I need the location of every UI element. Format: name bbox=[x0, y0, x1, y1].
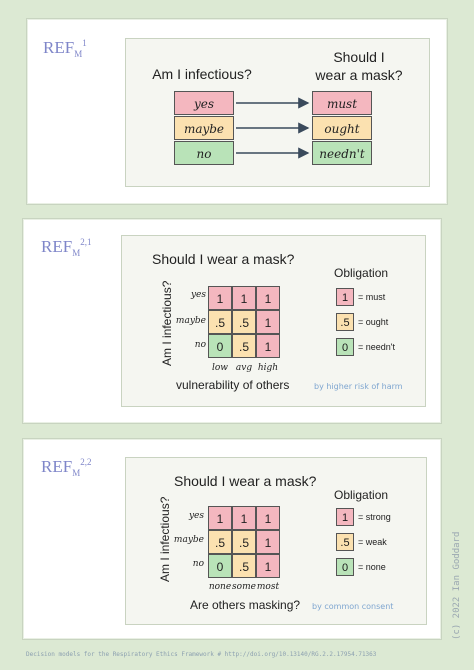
legend-swatch-must: 1 bbox=[336, 288, 354, 306]
question-mask-line2: wear a mask? bbox=[315, 67, 403, 83]
diagram-title: Should I wear a mask? bbox=[152, 251, 295, 267]
col-label-avg: avg bbox=[235, 363, 253, 373]
legend-swatch-ought: .5 bbox=[336, 313, 354, 331]
diagram-card: Should I wear a mask? Am I infectious? y… bbox=[121, 235, 426, 407]
col-label-most: most bbox=[256, 582, 280, 592]
row-label-yes: yes bbox=[188, 511, 204, 521]
footer-citation: Decision models for the Respiratory Ethi… bbox=[26, 651, 377, 658]
x-axis-label: Are others masking? bbox=[190, 598, 301, 612]
note-annotation: by common consent bbox=[312, 602, 394, 611]
ref-base: REF bbox=[41, 457, 73, 476]
ref-label: REFM2,1 bbox=[41, 237, 92, 258]
note-annotation: by higher risk of harm bbox=[314, 382, 403, 391]
col-label-high: high bbox=[257, 363, 279, 373]
ref-sup: 2,1 bbox=[80, 237, 92, 247]
output-neednt: needn't bbox=[312, 141, 372, 165]
mapping-arrows bbox=[236, 97, 310, 159]
panel-ref-m21: REFM2,1 Should I wear a mask? Am I infec… bbox=[22, 218, 442, 424]
legend-swatch-strong: 1 bbox=[336, 508, 354, 526]
input-no: no bbox=[174, 141, 234, 165]
cell-maybe-most: 1 bbox=[256, 530, 280, 554]
ref-base: REF bbox=[41, 237, 73, 256]
legend-label-weak: = weak bbox=[358, 537, 387, 547]
output-ought: ought bbox=[312, 116, 372, 140]
question-mask-line1: Should I bbox=[333, 49, 385, 65]
cell-yes-none: 1 bbox=[208, 506, 232, 530]
cell-yes-low: 1 bbox=[208, 286, 232, 310]
cell-maybe-some: .5 bbox=[232, 530, 256, 554]
x-axis-label: vulnerability of others bbox=[176, 378, 290, 392]
row-label-maybe: maybe bbox=[175, 316, 206, 326]
cell-no-avg: .5 bbox=[232, 334, 256, 358]
output-must: must bbox=[312, 91, 372, 115]
row-label-no: no bbox=[192, 559, 204, 569]
row-label-no: no bbox=[194, 340, 206, 350]
legend-swatch-weak: .5 bbox=[336, 533, 354, 551]
legend-title: Obligation bbox=[334, 488, 389, 502]
cell-no-most: 1 bbox=[256, 554, 280, 578]
cell-no-some: .5 bbox=[232, 554, 256, 578]
input-maybe: maybe bbox=[174, 116, 234, 140]
cell-maybe-low: .5 bbox=[208, 310, 232, 334]
legend-label-none: = none bbox=[358, 562, 386, 572]
cell-maybe-high: 1 bbox=[256, 310, 280, 334]
ref-base: REF bbox=[43, 38, 75, 57]
cell-yes-high: 1 bbox=[256, 286, 280, 310]
ref-sub: M bbox=[72, 248, 81, 258]
cell-yes-avg: 1 bbox=[232, 286, 256, 310]
ref-sub: M bbox=[72, 468, 81, 478]
legend-swatch-none: 0 bbox=[336, 558, 354, 576]
cell-no-high: 1 bbox=[256, 334, 280, 358]
legend-label-ought: = ought bbox=[358, 317, 389, 327]
question-infectious: Am I infectious? bbox=[152, 66, 252, 82]
diagram-card: Should I wear a mask? Am I infectious? y… bbox=[125, 457, 427, 625]
legend-label-neednt: = needn't bbox=[358, 342, 396, 352]
col-label-none: none bbox=[208, 582, 232, 592]
ref-label: REFM1 bbox=[43, 38, 87, 59]
row-label-maybe: maybe bbox=[173, 535, 204, 545]
legend-swatch-neednt: 0 bbox=[336, 338, 354, 356]
diagram-card: Am I infectious? Should I wear a mask? y… bbox=[125, 38, 430, 187]
panel-ref-m1: REFM1 Am I infectious? Should I wear a m… bbox=[26, 18, 448, 205]
ref-sub: M bbox=[74, 49, 83, 59]
cell-no-low: 0 bbox=[208, 334, 232, 358]
cell-yes-some: 1 bbox=[232, 506, 256, 530]
cell-maybe-avg: .5 bbox=[232, 310, 256, 334]
legend-label-strong: = strong bbox=[358, 512, 391, 522]
copyright-notice: (c) 2022 Ian Goddard bbox=[452, 531, 462, 640]
panel-ref-m22: REFM2,2 Should I wear a mask? Am I infec… bbox=[22, 438, 442, 640]
cell-yes-most: 1 bbox=[256, 506, 280, 530]
col-label-some: some bbox=[232, 582, 256, 592]
input-yes: yes bbox=[174, 91, 234, 115]
legend-title: Obligation bbox=[334, 266, 389, 280]
legend-label-must: = must bbox=[358, 292, 386, 302]
row-label-yes: yes bbox=[190, 290, 206, 300]
diagram-title: Should I wear a mask? bbox=[174, 473, 317, 489]
ref-sup: 1 bbox=[82, 38, 87, 48]
cell-no-none: 0 bbox=[208, 554, 232, 578]
ref-sup: 2,2 bbox=[80, 457, 92, 467]
ref-label: REFM2,2 bbox=[41, 457, 92, 478]
cell-maybe-none: .5 bbox=[208, 530, 232, 554]
col-label-low: low bbox=[211, 363, 228, 373]
